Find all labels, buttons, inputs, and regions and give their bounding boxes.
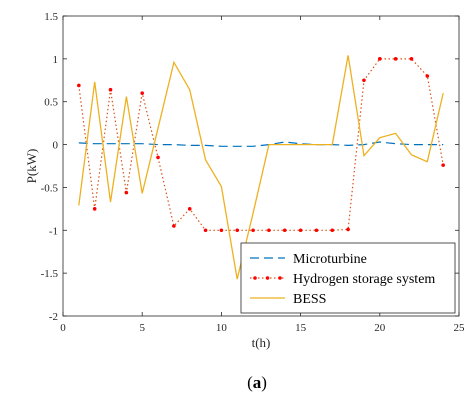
series-point xyxy=(140,91,144,95)
legend-marker xyxy=(278,276,282,280)
series-point xyxy=(219,228,224,233)
legend-box xyxy=(240,242,456,314)
series-point xyxy=(251,228,255,233)
y-tick-label: 1 xyxy=(53,54,59,66)
series-line-1 xyxy=(78,141,444,147)
y-tick-label: 0 xyxy=(53,140,59,152)
series-point xyxy=(124,190,129,195)
legend-marker xyxy=(265,276,270,280)
y-axis-label: P(kW) xyxy=(24,149,39,184)
y-tick-label: -1 xyxy=(49,225,58,237)
x-tick-label: 25 xyxy=(454,322,466,334)
series-point xyxy=(346,227,350,232)
series-point xyxy=(92,207,97,211)
caption-open-paren: ( xyxy=(247,373,253,392)
series-layer xyxy=(77,55,445,280)
legend-entry-label: Hydrogen storage system xyxy=(293,272,435,287)
x-tick-label: 15 xyxy=(295,322,307,334)
series-point xyxy=(187,207,192,211)
series-point xyxy=(172,224,176,228)
y-tick-label: -1.5 xyxy=(41,268,59,280)
series-point xyxy=(441,163,445,167)
series-point xyxy=(282,228,287,233)
x-tick-label: 10 xyxy=(216,322,228,334)
series-point xyxy=(298,228,303,233)
y-tick-label: 0.5 xyxy=(44,97,58,109)
x-axis-label: t(h) xyxy=(252,335,271,350)
y-tick-label: 1.5 xyxy=(44,11,58,23)
series-line-2 xyxy=(78,58,444,231)
x-axis-ticks: 0 5 10 15 20 25 xyxy=(60,16,465,334)
legend-entry-label: BESS xyxy=(293,292,326,307)
figure-caption: (a) xyxy=(247,373,267,392)
series-point xyxy=(409,57,414,61)
y-axis-ticks: 1.5 1 0.5 0 -0.5 -1 -1.5 -2 xyxy=(41,11,459,323)
legend-marker xyxy=(253,276,257,280)
caption-letter: a xyxy=(253,373,262,392)
legend: Microturbine Hydrogen storage system BESS xyxy=(240,242,456,314)
series-point xyxy=(425,74,430,78)
x-tick-label: 0 xyxy=(60,322,66,334)
series-point xyxy=(393,57,398,61)
y-tick-label: -0.5 xyxy=(41,182,59,194)
y-tick-label: -2 xyxy=(49,311,58,323)
series-point xyxy=(330,228,335,233)
x-tick-label: 5 xyxy=(139,322,145,334)
series-point xyxy=(267,228,271,233)
series-point xyxy=(156,155,160,160)
caption-close-paren: ) xyxy=(261,373,267,392)
x-tick-label: 20 xyxy=(374,322,386,334)
series-line-3 xyxy=(78,55,444,280)
series-point xyxy=(77,83,81,88)
series-point xyxy=(314,228,319,233)
series-point xyxy=(378,57,382,61)
legend-entry-label: Microturbine xyxy=(293,252,367,267)
series-point xyxy=(362,78,366,83)
series-point xyxy=(203,228,208,233)
series-point xyxy=(108,87,113,92)
series-point xyxy=(235,228,240,233)
